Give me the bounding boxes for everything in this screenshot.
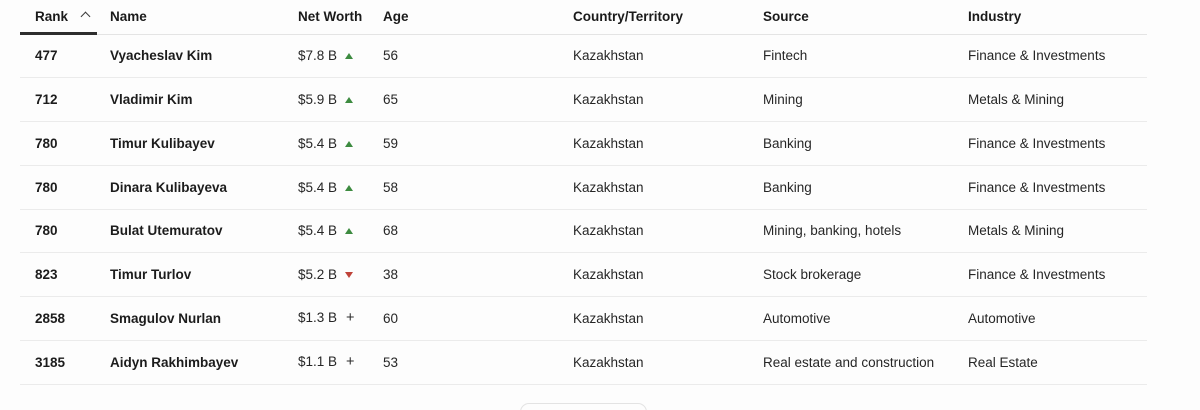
cell-source: Fintech	[763, 34, 968, 79]
column-header-source[interactable]: Source	[763, 0, 968, 35]
cell-name[interactable]: Dinara Kulibayeva	[110, 165, 298, 210]
column-header-age[interactable]: Age	[383, 0, 573, 35]
cell-industry: Metals & Mining	[968, 209, 1147, 254]
pagination-button[interactable]	[520, 403, 647, 410]
cell-net-worth: $7.8 B	[298, 34, 383, 79]
cell-name[interactable]: Bulat Utemuratov	[110, 209, 298, 254]
net-worth-change-icon	[345, 140, 354, 147]
cell-rank: 712	[20, 77, 110, 122]
cell-industry: Finance & Investments	[968, 121, 1147, 166]
table-row[interactable]: 2858 Smagulov Nurlan $1.3 B + 60 Kazakhst…	[20, 296, 1147, 341]
cell-age: 68	[383, 209, 573, 254]
cell-source: Real estate and construction	[763, 340, 968, 385]
column-header-country[interactable]: Country/Territory	[573, 0, 763, 35]
cell-name[interactable]: Timur Turlov	[110, 252, 298, 297]
cell-rank: 823	[20, 252, 110, 297]
cell-industry: Metals & Mining	[968, 77, 1147, 122]
cell-net-worth: $5.4 B	[298, 209, 383, 254]
cell-net-worth: $1.1 B +	[298, 340, 383, 385]
net-worth-value: $5.4 B	[298, 179, 338, 195]
net-worth-value: $5.9 B	[298, 92, 338, 108]
cell-net-worth: $5.9 B	[298, 77, 383, 122]
cell-source: Banking	[763, 165, 968, 210]
cell-source: Stock brokerage	[763, 252, 968, 297]
cell-source: Mining	[763, 77, 968, 122]
cell-industry: Automotive	[968, 296, 1147, 341]
cell-rank: 780	[20, 121, 110, 166]
table-row[interactable]: 780 Bulat Utemuratov $5.4 B 68 Kazakhsta…	[20, 209, 1147, 254]
column-header-rank-label: Rank	[35, 9, 69, 25]
cell-age: 59	[383, 121, 573, 166]
cell-name[interactable]: Vyacheslav Kim	[110, 34, 298, 79]
sort-active-underline	[20, 32, 97, 35]
net-worth-value: $1.3 B	[298, 310, 338, 326]
cell-country: Kazakhstan	[573, 165, 763, 210]
cell-name[interactable]: Timur Kulibayev	[110, 121, 298, 166]
cell-name[interactable]: Aidyn Rakhimbayev	[110, 340, 298, 385]
column-header-industry[interactable]: Industry	[968, 0, 1147, 35]
cell-industry: Finance & Investments	[968, 34, 1147, 79]
column-header-name[interactable]: Name	[110, 0, 298, 35]
table-row[interactable]: 3185 Aidyn Rakhimbayev $1.1 B + 53 Kazakh…	[20, 340, 1147, 385]
cell-industry: Real Estate	[968, 340, 1147, 385]
table-row[interactable]: 780 Dinara Kulibayeva $5.4 B 58 Kazakhst…	[20, 165, 1147, 210]
net-worth-value: $5.4 B	[298, 223, 338, 239]
cell-rank: 477	[20, 34, 110, 79]
table-header-row: Rank Name Net Worth Age Country/Territor…	[20, 0, 1147, 35]
table-row[interactable]: 477 Vyacheslav Kim $7.8 B 56 Kazakhstan …	[20, 34, 1147, 79]
cell-rank: 780	[20, 165, 110, 210]
billionaires-table: Rank Name Net Worth Age Country/Territor…	[20, 0, 1147, 385]
cell-net-worth: $5.4 B	[298, 165, 383, 210]
table-body: 477 Vyacheslav Kim $7.8 B 56 Kazakhstan …	[20, 34, 1147, 385]
cell-source: Automotive	[763, 296, 968, 341]
cell-net-worth: $5.2 B	[298, 252, 383, 297]
cell-source: Banking	[763, 121, 968, 166]
cell-name[interactable]: Smagulov Nurlan	[110, 296, 298, 341]
column-header-rank[interactable]: Rank	[20, 0, 110, 35]
net-worth-value: $7.8 B	[298, 48, 338, 64]
cell-age: 60	[383, 296, 573, 341]
net-worth-change-icon	[345, 53, 354, 60]
cell-country: Kazakhstan	[573, 296, 763, 341]
net-worth-change-icon	[345, 228, 354, 235]
cell-rank: 3185	[20, 340, 110, 385]
cell-industry: Finance & Investments	[968, 165, 1147, 210]
net-worth-value: $5.4 B	[298, 135, 338, 151]
net-worth-value: $1.1 B	[298, 354, 338, 370]
sort-ascending-icon	[80, 11, 91, 22]
cell-rank: 780	[20, 209, 110, 254]
cell-age: 38	[383, 252, 573, 297]
cell-age: 58	[383, 165, 573, 210]
cell-country: Kazakhstan	[573, 209, 763, 254]
cell-industry: Finance & Investments	[968, 252, 1147, 297]
cell-source: Mining, banking, hotels	[763, 209, 968, 254]
net-worth-change-icon: +	[346, 354, 355, 371]
cell-country: Kazakhstan	[573, 121, 763, 166]
cell-name[interactable]: Vladimir Kim	[110, 77, 298, 122]
cell-age: 53	[383, 340, 573, 385]
table-row[interactable]: 823 Timur Turlov $5.2 B 38 Kazakhstan St…	[20, 252, 1147, 297]
cell-age: 65	[383, 77, 573, 122]
table-row[interactable]: 780 Timur Kulibayev $5.4 B 59 Kazakhstan…	[20, 121, 1147, 166]
cell-country: Kazakhstan	[573, 252, 763, 297]
net-worth-change-icon	[345, 184, 354, 191]
table-row[interactable]: 712 Vladimir Kim $5.9 B 65 Kazakhstan Mi…	[20, 77, 1147, 122]
cell-country: Kazakhstan	[573, 77, 763, 122]
net-worth-change-icon: +	[346, 310, 355, 327]
cell-net-worth: $1.3 B +	[298, 296, 383, 341]
cell-country: Kazakhstan	[573, 340, 763, 385]
column-header-net-worth[interactable]: Net Worth	[298, 0, 383, 35]
net-worth-change-icon	[345, 272, 354, 279]
cell-net-worth: $5.4 B	[298, 121, 383, 166]
cell-age: 56	[383, 34, 573, 79]
cell-rank: 2858	[20, 296, 110, 341]
net-worth-value: $5.2 B	[298, 267, 338, 283]
cell-country: Kazakhstan	[573, 34, 763, 79]
net-worth-change-icon	[345, 97, 354, 104]
